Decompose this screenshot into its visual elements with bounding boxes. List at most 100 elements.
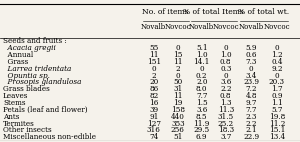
Text: Novcoc: Novcoc <box>212 22 239 31</box>
Text: 2: 2 <box>176 65 180 73</box>
Text: 0: 0 <box>176 44 180 52</box>
Text: Acacia gregii: Acacia gregii <box>3 44 56 52</box>
Text: 5.9: 5.9 <box>245 44 257 52</box>
Text: 86: 86 <box>149 85 158 93</box>
Text: % of total Items: % of total Items <box>183 8 244 16</box>
Text: Leaves: Leaves <box>3 92 29 100</box>
Text: 0: 0 <box>274 72 279 80</box>
Text: 2.0: 2.0 <box>196 79 208 86</box>
Text: 15: 15 <box>173 51 182 59</box>
Text: % of total wt.: % of total wt. <box>238 8 290 16</box>
Text: Stems: Stems <box>3 99 26 107</box>
Text: Novalb: Novalb <box>238 22 264 31</box>
Text: 25.2: 25.2 <box>218 120 234 128</box>
Text: Ants: Ants <box>3 113 20 121</box>
Text: 8.5: 8.5 <box>196 113 208 121</box>
Text: 31.5: 31.5 <box>218 113 234 121</box>
Text: 51: 51 <box>173 133 182 141</box>
Text: 15.1: 15.1 <box>268 126 285 134</box>
Text: 0.8: 0.8 <box>220 58 232 66</box>
Text: 0: 0 <box>200 65 204 73</box>
Text: 23.9: 23.9 <box>243 79 259 86</box>
Text: Termites: Termites <box>3 120 35 128</box>
Text: Annual: Annual <box>3 51 33 59</box>
Text: 22.9: 22.9 <box>243 133 259 141</box>
Text: 31: 31 <box>173 85 182 93</box>
Text: 1.5: 1.5 <box>196 99 208 107</box>
Text: 1.3: 1.3 <box>220 99 232 107</box>
Text: 29.5: 29.5 <box>194 126 210 134</box>
Text: 1.0: 1.0 <box>196 51 208 59</box>
Text: Opuntia sp.: Opuntia sp. <box>3 72 50 80</box>
Text: 14.1: 14.1 <box>194 58 210 66</box>
Text: 1.2: 1.2 <box>271 51 283 59</box>
Text: 0: 0 <box>249 65 254 73</box>
Text: Novcoc: Novcoc <box>164 22 191 31</box>
Text: 39: 39 <box>149 106 158 114</box>
Text: 0.8: 0.8 <box>220 92 232 100</box>
Text: Other insects: Other insects <box>3 126 52 134</box>
Text: 127: 127 <box>147 120 161 128</box>
Text: 4.8: 4.8 <box>245 92 257 100</box>
Text: 0: 0 <box>224 44 228 52</box>
Text: 440: 440 <box>171 113 185 121</box>
Text: 19.8: 19.8 <box>268 113 285 121</box>
Text: Grass blades: Grass blades <box>3 85 50 93</box>
Text: 2.2: 2.2 <box>220 85 232 93</box>
Text: 6.9: 6.9 <box>196 133 208 141</box>
Text: 353: 353 <box>171 120 184 128</box>
Text: 11: 11 <box>173 58 182 66</box>
Text: 2.3: 2.3 <box>246 113 257 121</box>
Text: 1.1: 1.1 <box>271 99 283 107</box>
Text: 2: 2 <box>152 72 156 80</box>
Text: 7.3: 7.3 <box>246 58 257 66</box>
Text: Miscellaneous non-edible: Miscellaneous non-edible <box>3 133 96 141</box>
Text: 316: 316 <box>147 126 161 134</box>
Text: 0.3: 0.3 <box>220 65 231 73</box>
Text: Seeds and fruits :: Seeds and fruits : <box>3 37 67 45</box>
Text: 19: 19 <box>173 99 182 107</box>
Text: 5.7: 5.7 <box>271 106 283 114</box>
Text: Novalb: Novalb <box>141 22 167 31</box>
Text: 55: 55 <box>149 44 158 52</box>
Text: 9.7: 9.7 <box>245 99 257 107</box>
Text: 13.4: 13.4 <box>269 133 285 141</box>
Text: No. of items: No. of items <box>142 8 189 16</box>
Text: 11.3: 11.3 <box>218 106 234 114</box>
Text: Novcoc: Novcoc <box>263 22 290 31</box>
Text: 7.2: 7.2 <box>245 85 257 93</box>
Text: 0: 0 <box>274 44 279 52</box>
Text: 151: 151 <box>147 58 161 66</box>
Text: Larrea tridentata: Larrea tridentata <box>3 65 71 73</box>
Text: 0.2: 0.2 <box>196 72 208 80</box>
Text: 3.7: 3.7 <box>220 133 231 141</box>
Text: 3.6: 3.6 <box>220 79 231 86</box>
Text: 1.7: 1.7 <box>271 85 283 93</box>
Text: 91: 91 <box>149 113 158 121</box>
Text: 3.6: 3.6 <box>196 106 207 114</box>
Text: 50: 50 <box>173 79 182 86</box>
Text: 20.3: 20.3 <box>269 79 285 86</box>
Text: 0: 0 <box>224 72 228 80</box>
Text: 7.7: 7.7 <box>245 106 257 114</box>
Text: Grass: Grass <box>3 58 28 66</box>
Text: 2.1: 2.1 <box>245 126 257 134</box>
Text: Prosopis glandulosa: Prosopis glandulosa <box>3 79 82 86</box>
Text: 5.1: 5.1 <box>196 44 208 52</box>
Text: 74: 74 <box>149 133 158 141</box>
Text: 82: 82 <box>149 92 158 100</box>
Text: 9.2: 9.2 <box>271 65 283 73</box>
Text: Petals (leaf and flower): Petals (leaf and flower) <box>3 106 88 114</box>
Text: 2.2: 2.2 <box>245 120 257 128</box>
Text: 256: 256 <box>171 126 185 134</box>
Text: 1.0: 1.0 <box>220 51 232 59</box>
Text: 16: 16 <box>149 99 158 107</box>
Text: 11: 11 <box>149 51 158 59</box>
Text: 0.6: 0.6 <box>245 51 257 59</box>
Text: 0: 0 <box>152 65 156 73</box>
Text: 0.9: 0.9 <box>271 92 283 100</box>
Text: Novalb: Novalb <box>189 22 214 31</box>
Text: 0: 0 <box>176 72 180 80</box>
Text: 0.4: 0.4 <box>271 58 283 66</box>
Text: 3.4: 3.4 <box>246 72 257 80</box>
